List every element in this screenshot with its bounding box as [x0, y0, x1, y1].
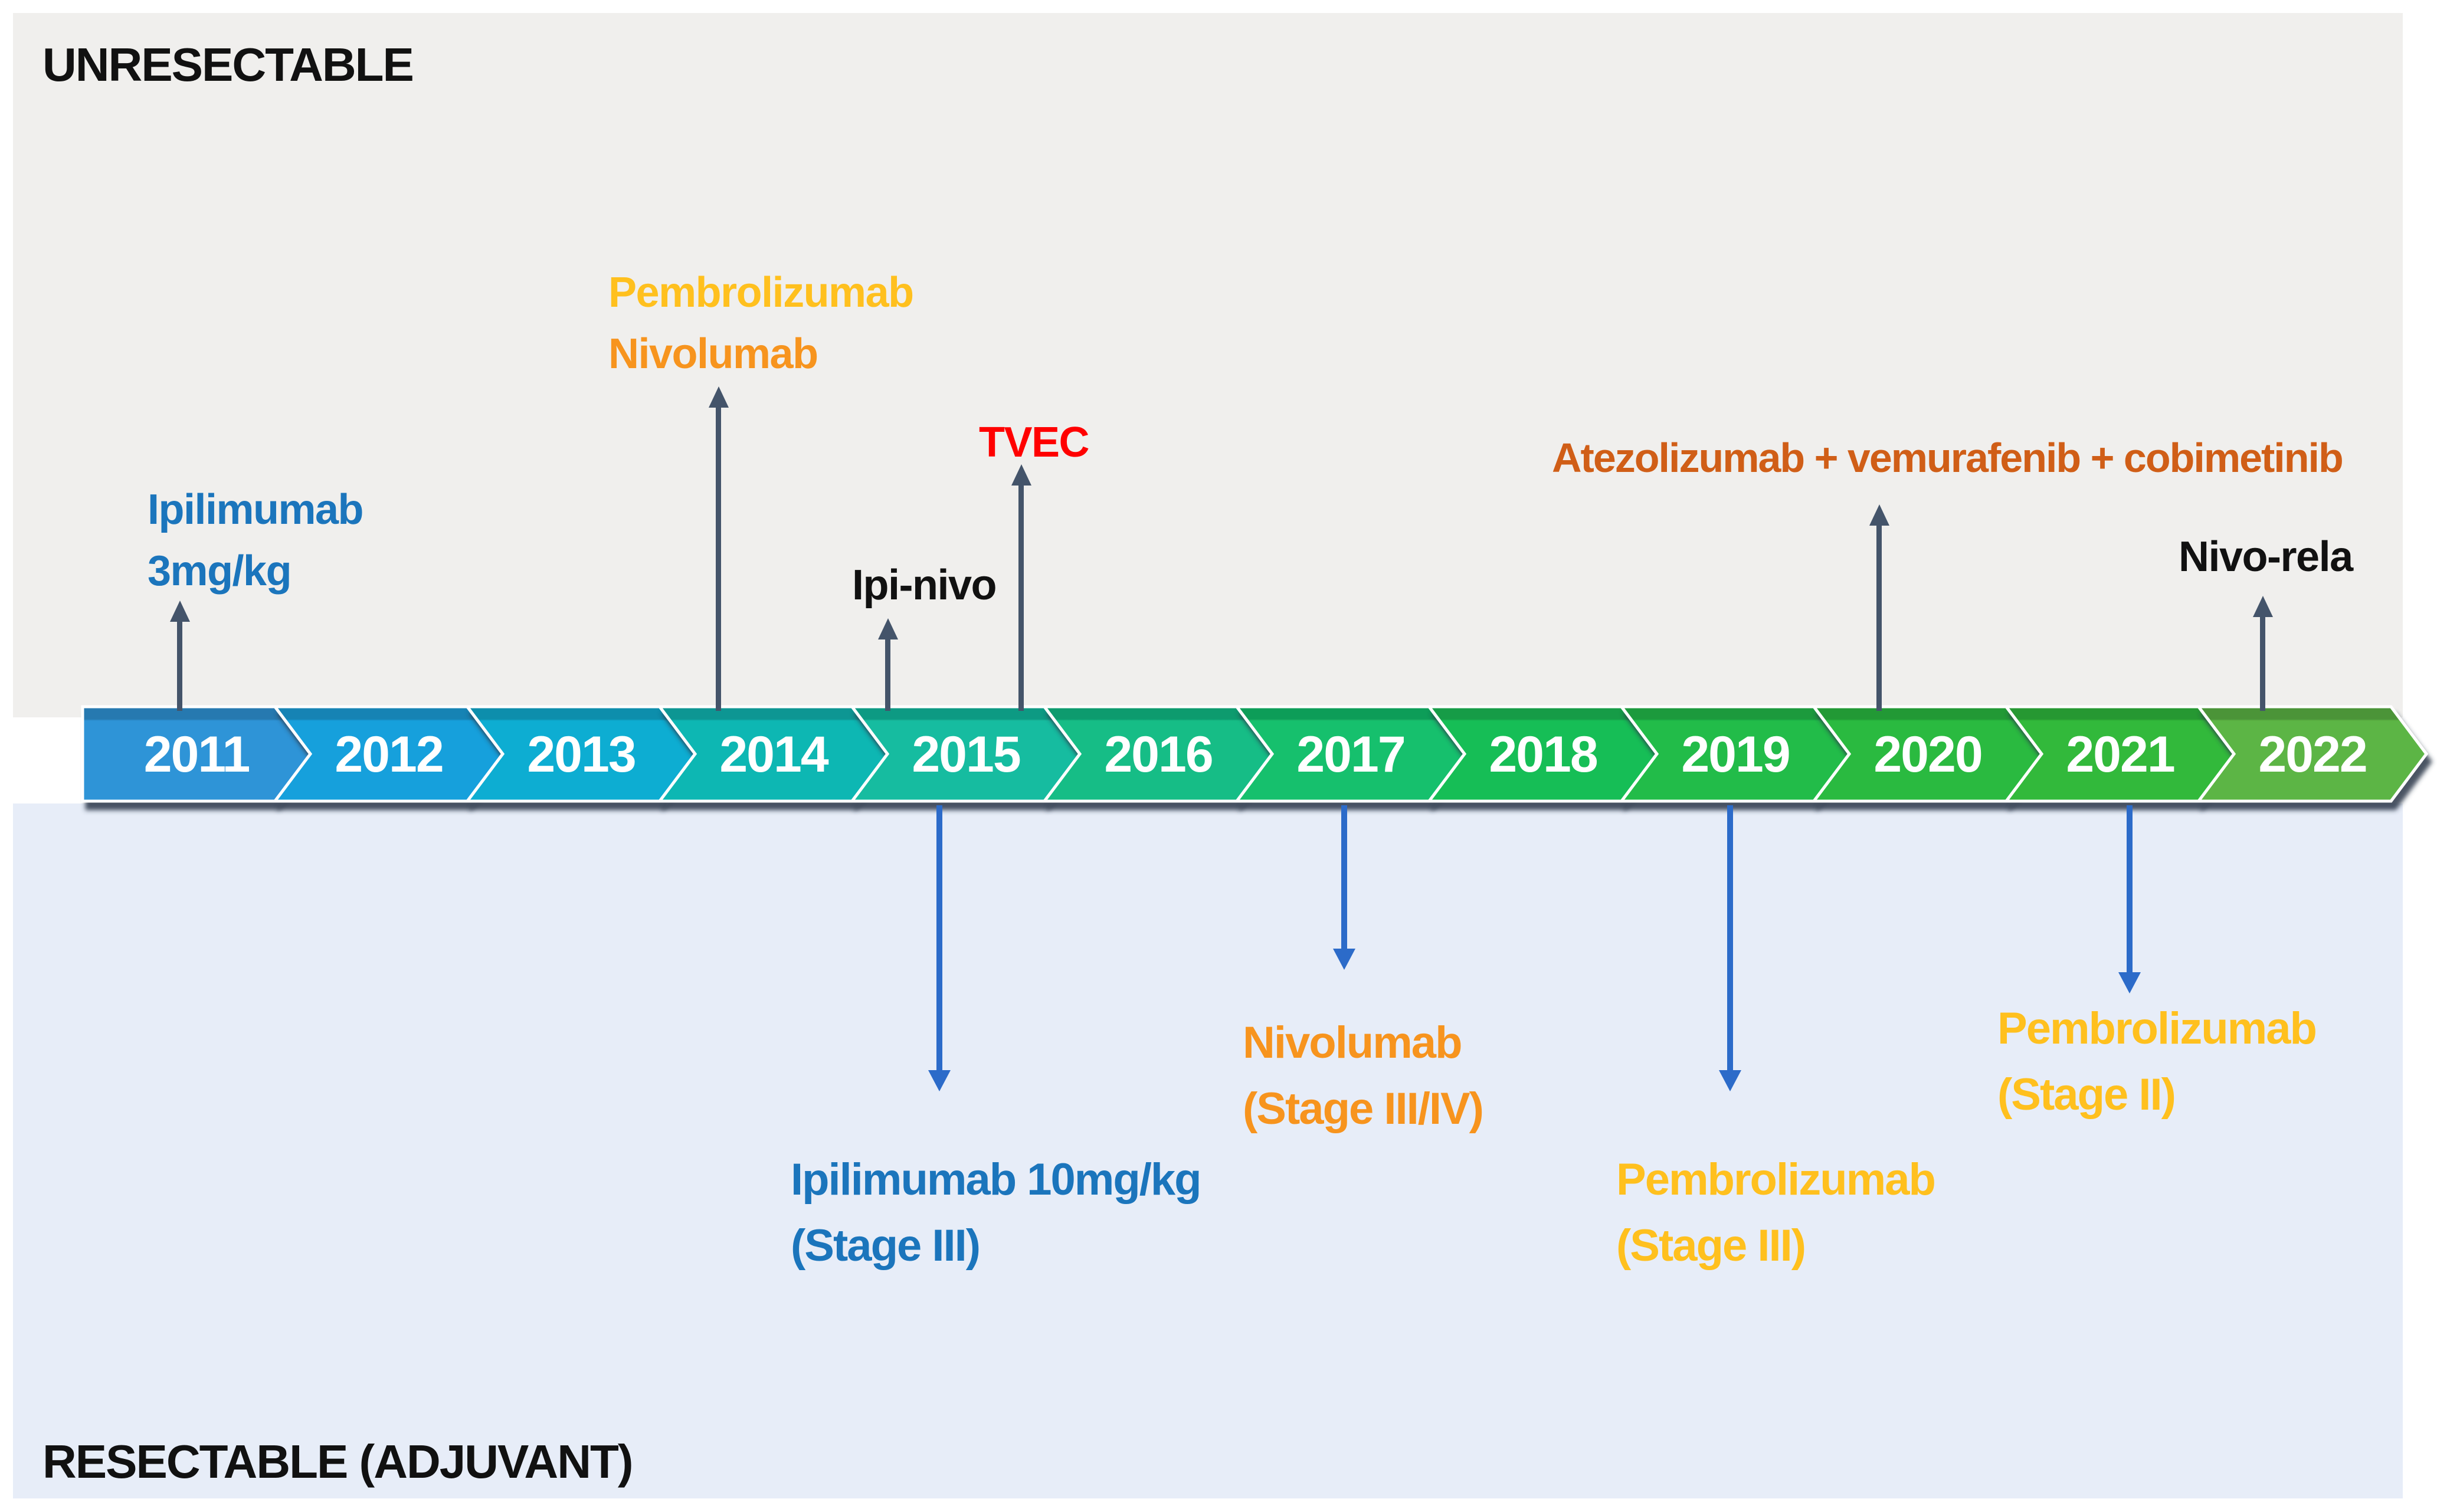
timeline-chevron-2022: [2196, 705, 2429, 803]
event-label-ipilimumab-10mg: Ipilimumab 10mg/kg (Stage III): [791, 1147, 1202, 1279]
timeline-year-label-2011: 2011: [144, 726, 250, 783]
event-line: Ipi-nivo: [852, 562, 997, 609]
timeline-year-label-2020: 2020: [1873, 726, 1981, 783]
arrow-down-pembrolizumab-stage-3: [1719, 805, 1741, 1091]
arrow-up-tvec: [1011, 464, 1031, 711]
timeline-year-label-2022: 2022: [2258, 726, 2366, 783]
event-label-atezolizumab-combo: Atezolizumab + vemurafenib + cobimetinib: [1552, 428, 2344, 487]
event-label-tvec: TVEC: [979, 412, 1090, 473]
timeline-year-band: 2011 2012 2013 2014 2015 2016 2017 2018 2019 2020…: [81, 705, 2429, 803]
event-line: Pembrolizumab: [1997, 1003, 2317, 1054]
timeline-year-label-2012: 2012: [335, 726, 443, 783]
arrow-down-pembrolizumab-stage-2: [2118, 805, 2141, 993]
timeline-year-label-2018: 2018: [1489, 726, 1597, 783]
event-label-ipilimumab-3mg: Ipilimumab 3mg/kg: [148, 479, 364, 602]
section-title-resectable: RESECTABLE (ADJUVANT): [42, 1435, 633, 1488]
arrow-up-pembrolizumab-nivolumab: [708, 386, 729, 711]
event-line: Nivolumab: [608, 330, 818, 378]
event-label-pembrolizumab-stage-3: Pembrolizumab (Stage III): [1616, 1147, 1936, 1279]
timeline-year-label-2015: 2015: [912, 726, 1020, 783]
event-line: Ipilimumab: [148, 486, 364, 533]
timeline-year-label-2019: 2019: [1681, 726, 1789, 783]
timeline-year-label-2013: 2013: [527, 726, 635, 783]
event-line: (Stage II): [1997, 1070, 2176, 1120]
event-line: (Stage III): [791, 1221, 981, 1271]
section-title-unresectable: UNRESECTABLE: [42, 38, 414, 91]
event-line: (Stage III): [1616, 1221, 1806, 1271]
event-line: Nivo-rela: [2179, 533, 2353, 580]
timeline-year-label-2017: 2017: [1296, 726, 1404, 783]
event-label-pembrolizumab-nivolumab: Pembrolizumab Nivolumab: [608, 262, 914, 385]
arrow-down-ipilimumab-10mg: [928, 805, 951, 1091]
event-label-nivolumab-stage-3-4: Nivolumab (Stage III/IV): [1243, 1010, 1484, 1142]
timeline-year-label-2016: 2016: [1104, 726, 1212, 783]
event-line: TVEC: [979, 419, 1090, 466]
event-line: Ipilimumab 10mg/kg: [791, 1155, 1202, 1205]
event-line: Pembrolizumab: [1616, 1155, 1936, 1205]
event-line: 3mg/kg: [148, 547, 292, 595]
resectable-panel: [13, 803, 2403, 1498]
arrow-down-nivolumab-stage-3-4: [1333, 805, 1355, 970]
event-line: (Stage III/IV): [1243, 1084, 1484, 1134]
timeline-year-label-2021: 2021: [2066, 726, 2174, 783]
event-label-pembrolizumab-stage-2: Pembrolizumab (Stage II): [1997, 996, 2317, 1128]
arrow-up-ipi-nivo: [877, 618, 898, 711]
arrow-up-atezolizumab-combo: [1869, 504, 1889, 711]
timeline-year-label-2014: 2014: [719, 726, 828, 783]
event-label-nivo-rela: Nivo-rela: [2179, 526, 2353, 588]
event-line: Atezolizumab + vemurafenib + cobimetinib: [1552, 435, 2344, 481]
event-line: Pembrolizumab: [608, 269, 914, 316]
event-line: Nivolumab: [1243, 1018, 1462, 1068]
unresectable-panel: [13, 13, 2403, 717]
arrow-up-nivo-rela: [2252, 596, 2273, 711]
event-label-ipi-nivo: Ipi-nivo: [852, 555, 997, 616]
arrow-up-ipilimumab-3mg: [169, 601, 190, 711]
